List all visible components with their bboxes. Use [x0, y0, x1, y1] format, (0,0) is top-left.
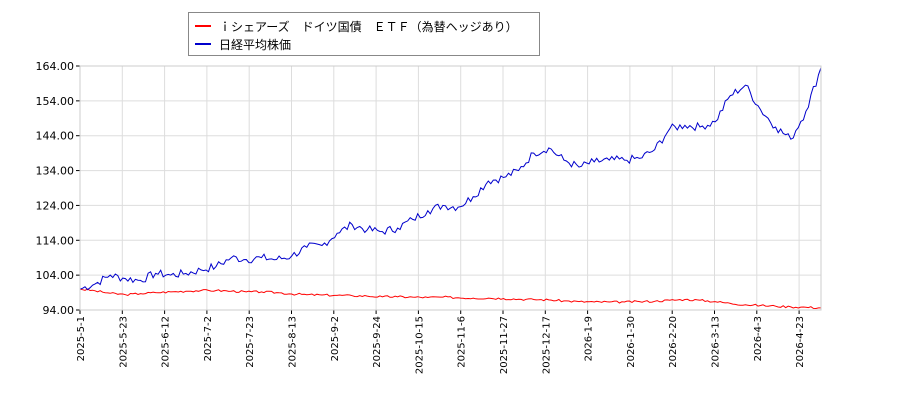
x-tick-label: 2025-5-1 [76, 316, 87, 361]
x-tick-label: 2025-6-12 [161, 316, 172, 368]
y-tick-label: 164.00 [36, 60, 75, 73]
legend-item-etf: ｉシェアーズ ドイツ国債 ＥＴＦ（為替ヘッジあり） [195, 18, 518, 34]
x-tick-label: 2026-2-20 [668, 316, 679, 368]
y-tick-label: 134.00 [36, 165, 75, 178]
x-tick-label: 2026-4-23 [795, 316, 806, 368]
x-tick-label: 2026-3-13 [711, 316, 722, 368]
plot-frame [79, 65, 822, 311]
x-tick-label: 2025-8-13 [288, 316, 299, 368]
series-lines [79, 67, 822, 310]
x-tick-label: 2025-11-27 [499, 316, 510, 374]
x-tick-label: 2026-1-30 [626, 316, 637, 368]
x-tick-label: 2025-7-23 [245, 316, 256, 368]
x-tick-label: 2025-5-23 [118, 316, 129, 368]
y-tick-label: 94.00 [43, 304, 75, 317]
series-line-nikkei [79, 67, 822, 291]
x-tick-label: 2026-1-9 [584, 316, 595, 361]
x-tick-label: 2025-12-17 [541, 316, 552, 374]
x-tick-label: 2025-11-6 [457, 316, 468, 368]
legend-swatch-red [195, 25, 211, 27]
grid-lines [80, 65, 821, 311]
legend-item-nikkei: 日経平均株価 [195, 36, 291, 52]
series-line-etf [79, 288, 821, 310]
x-tick-label: 2025-9-2 [330, 316, 341, 361]
legend: ｉシェアーズ ドイツ国債 ＥＴＦ（為替ヘッジあり） 日経平均株価 [188, 12, 540, 56]
y-tick-label: 104.00 [36, 269, 75, 282]
y-tick-label: 114.00 [36, 234, 75, 247]
x-tick-label: 2025-10-15 [414, 316, 425, 374]
y-tick-label: 144.00 [36, 130, 75, 143]
y-axis: 94.00 104.00 114.00 124.00 134.00 144.00 154.0… [36, 60, 80, 317]
x-tick-label: 2025-9-24 [372, 316, 383, 368]
x-axis: 2025-5-1 2025-5-23 2025-6-12 2025-7-2 2025-7… [76, 310, 806, 374]
legend-label-nikkei: 日経平均株価 [219, 37, 292, 52]
x-tick-label: 2026-4-3 [753, 316, 764, 361]
x-tick-label: 2025-7-2 [203, 316, 214, 361]
y-tick-label: 154.00 [36, 95, 75, 108]
legend-label-etf: ｉシェアーズ ドイツ国債 ＥＴＦ（為替ヘッジあり） [219, 19, 518, 34]
y-tick-label: 124.00 [36, 199, 75, 212]
legend-swatch-blue [195, 43, 211, 45]
